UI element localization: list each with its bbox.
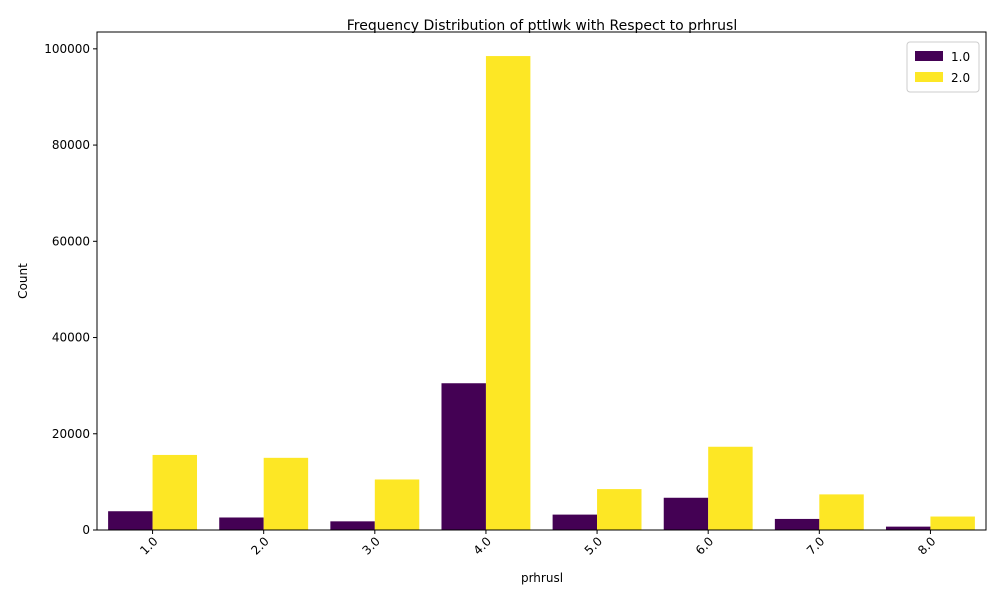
bar-1.0-8.0 <box>885 526 931 530</box>
bar-2.0-4.0 <box>485 56 531 530</box>
bar-2.0-5.0 <box>597 489 642 530</box>
y-axis-title: Count <box>16 263 30 299</box>
x-tick-label: 8.0 <box>915 534 938 557</box>
y-tick-label: 0 <box>82 523 90 537</box>
bar-1.0-3.0 <box>330 521 375 530</box>
x-tick-label: 2.0 <box>248 534 271 557</box>
bar-1.0-5.0 <box>552 514 598 530</box>
legend-swatch <box>915 72 943 82</box>
x-tick-label: 5.0 <box>582 534 605 557</box>
plot-frame <box>96 31 987 531</box>
y-tick-label: 60000 <box>52 234 90 248</box>
bar-2.0-2.0 <box>263 457 309 530</box>
bar-1.0-1.0 <box>108 511 153 530</box>
bar-1.0-2.0 <box>219 517 264 530</box>
bar-2.0-3.0 <box>374 479 420 530</box>
y-axis: 0 20000 40000 60000 80000 100000 <box>44 42 97 537</box>
x-tick-label: 6.0 <box>693 534 716 557</box>
legend: 1.0 2.0 <box>906 41 980 93</box>
y-tick-label: 40000 <box>52 331 90 345</box>
x-tick-label: 1.0 <box>137 534 160 557</box>
plot-area <box>108 56 975 530</box>
x-tick-label: 3.0 <box>360 534 383 557</box>
bar-2.0-1.0 <box>152 454 198 530</box>
x-tick-label: 4.0 <box>471 534 494 557</box>
chart-title: Frequency Distribution of pttlwk with Re… <box>347 18 738 34</box>
x-axis-title: prhrusl <box>521 571 563 585</box>
bar-1.0-4.0 <box>441 383 486 530</box>
x-axis: 1.0 2.0 3.0 4.0 5.0 6.0 7.0 8.0 <box>137 530 939 558</box>
x-tick-label: 7.0 <box>804 534 827 557</box>
y-tick-label: 80000 <box>52 138 90 152</box>
bar-2.0-7.0 <box>819 494 864 530</box>
y-tick-label: 100000 <box>44 42 90 56</box>
bar-2.0-6.0 <box>708 446 753 530</box>
bar-1.0-7.0 <box>774 518 820 530</box>
legend-swatch <box>915 51 943 61</box>
legend-label: 1.0 <box>951 50 970 64</box>
bar-2.0-8.0 <box>930 516 975 530</box>
legend-label: 2.0 <box>951 71 970 85</box>
y-tick-label: 20000 <box>52 427 90 441</box>
bar-1.0-6.0 <box>663 497 709 530</box>
